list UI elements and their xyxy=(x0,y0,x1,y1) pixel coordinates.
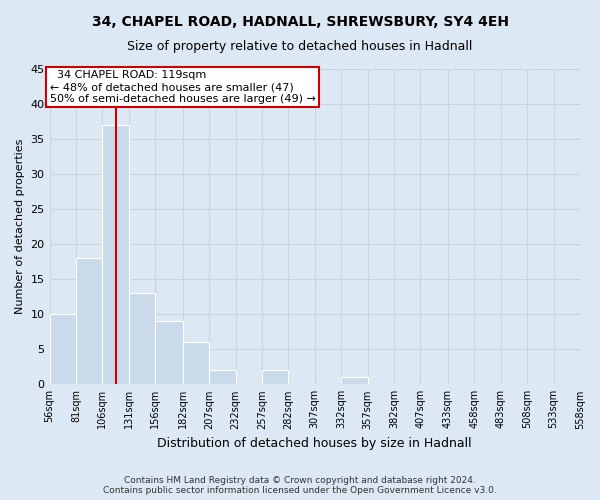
Bar xyxy=(182,342,209,384)
Text: Size of property relative to detached houses in Hadnall: Size of property relative to detached ho… xyxy=(127,40,473,53)
Bar xyxy=(155,321,182,384)
Bar xyxy=(209,370,236,384)
Bar xyxy=(50,314,76,384)
Text: 34, CHAPEL ROAD, HADNALL, SHREWSBURY, SY4 4EH: 34, CHAPEL ROAD, HADNALL, SHREWSBURY, SY… xyxy=(91,15,509,29)
Text: Contains HM Land Registry data © Crown copyright and database right 2024.
Contai: Contains HM Land Registry data © Crown c… xyxy=(103,476,497,495)
Bar xyxy=(103,125,129,384)
Y-axis label: Number of detached properties: Number of detached properties xyxy=(15,139,25,314)
Bar xyxy=(262,370,289,384)
Bar xyxy=(76,258,103,384)
Text: 34 CHAPEL ROAD: 119sqm
← 48% of detached houses are smaller (47)
50% of semi-det: 34 CHAPEL ROAD: 119sqm ← 48% of detached… xyxy=(50,70,316,104)
Bar xyxy=(341,378,368,384)
Bar xyxy=(129,293,155,384)
X-axis label: Distribution of detached houses by size in Hadnall: Distribution of detached houses by size … xyxy=(157,437,472,450)
